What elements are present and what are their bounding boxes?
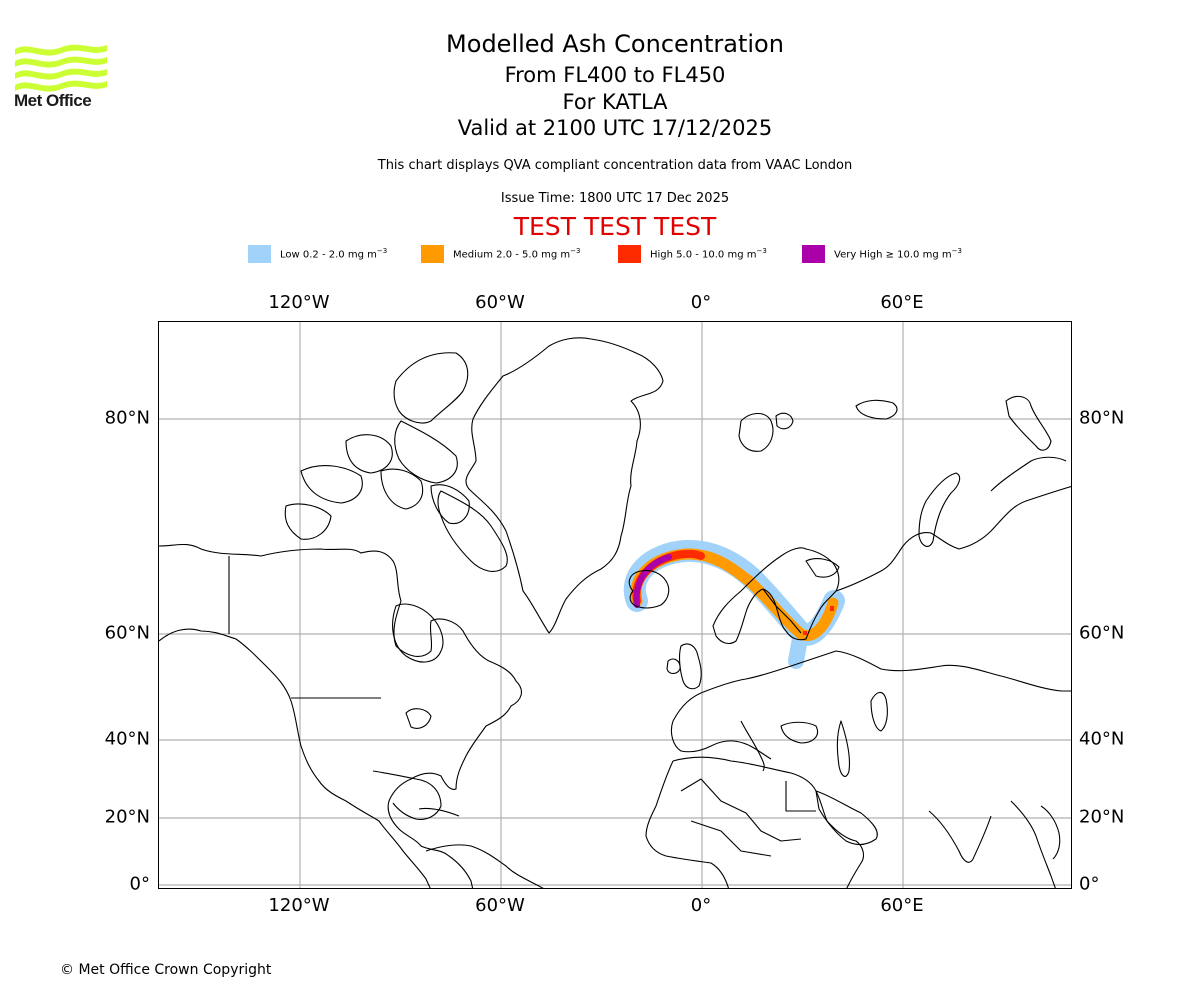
legend-item-low: Low 0.2 - 2.0 mg m−3	[248, 244, 387, 264]
lat-tick-right-60n: 60°N	[1079, 622, 1125, 644]
legend-label-very-high: Very High ≥ 10.0 mg m	[834, 249, 952, 261]
chart-title: Modelled Ash Concentration	[446, 30, 784, 58]
lat-tick-right-20n: 20°N	[1079, 806, 1125, 828]
legend-label-low: Low 0.2 - 2.0 mg m	[280, 249, 377, 261]
lon-tick-top-0: 0°	[690, 292, 712, 313]
lat-tick-left-60n: 60°N	[104, 622, 150, 644]
lon-tick-top-120w: 120°W	[268, 292, 330, 313]
lat-tick-right-80n: 80°N	[1079, 407, 1125, 429]
volcano-name: For KATLA	[562, 90, 668, 114]
valid-time: Valid at 2100 UTC 17/12/2025	[457, 116, 773, 140]
lat-tick-right-40n: 40°N	[1079, 728, 1125, 750]
lon-tick-top-60e: 60°E	[880, 292, 924, 313]
lon-tick-bottom-60w: 60°W	[475, 895, 525, 916]
lon-tick-bottom-60e: 60°E	[880, 895, 924, 916]
legend-item-very-high: Very High ≥ 10.0 mg m−3	[802, 244, 962, 264]
lon-tick-top-60w: 60°W	[475, 292, 525, 313]
flight-level-range: From FL400 to FL450	[504, 63, 726, 87]
legend-swatch-very-high	[802, 245, 825, 263]
legend-swatch-low	[248, 245, 271, 263]
met-office-logo-icon	[15, 44, 107, 92]
met-office-logo-text: Met Office	[14, 91, 92, 110]
lat-tick-left-0: 0°	[129, 873, 150, 895]
chart-subtitle: This chart displays QVA compliant concen…	[377, 158, 853, 173]
test-banner: TEST TEST TEST	[513, 212, 717, 241]
legend-item-medium: Medium 2.0 - 5.0 mg m−3	[421, 244, 580, 264]
graticule	[159, 322, 1071, 888]
lon-tick-bottom-0: 0°	[690, 895, 712, 916]
ash-plume	[623, 539, 845, 669]
legend-label-medium: Medium 2.0 - 5.0 mg m	[453, 249, 571, 261]
copyright-footer: © Met Office Crown Copyright	[60, 962, 272, 978]
lat-tick-right-0: 0°	[1079, 873, 1100, 895]
lat-tick-left-80n: 80°N	[104, 407, 150, 429]
legend-item-high: High 5.0 - 10.0 mg m−3	[618, 244, 767, 264]
issue-time: Issue Time: 1800 UTC 17 Dec 2025	[500, 191, 730, 206]
coastlines	[159, 337, 1071, 888]
lat-tick-left-40n: 40°N	[104, 728, 150, 750]
lon-tick-bottom-120w: 120°W	[268, 895, 330, 916]
legend-label-high: High 5.0 - 10.0 mg m	[650, 249, 757, 261]
legend-swatch-medium	[421, 245, 444, 263]
legend-swatch-high	[618, 245, 641, 263]
map-canvas	[159, 322, 1071, 888]
lat-tick-left-20n: 20°N	[104, 806, 150, 828]
map-panel[interactable]	[158, 321, 1072, 889]
